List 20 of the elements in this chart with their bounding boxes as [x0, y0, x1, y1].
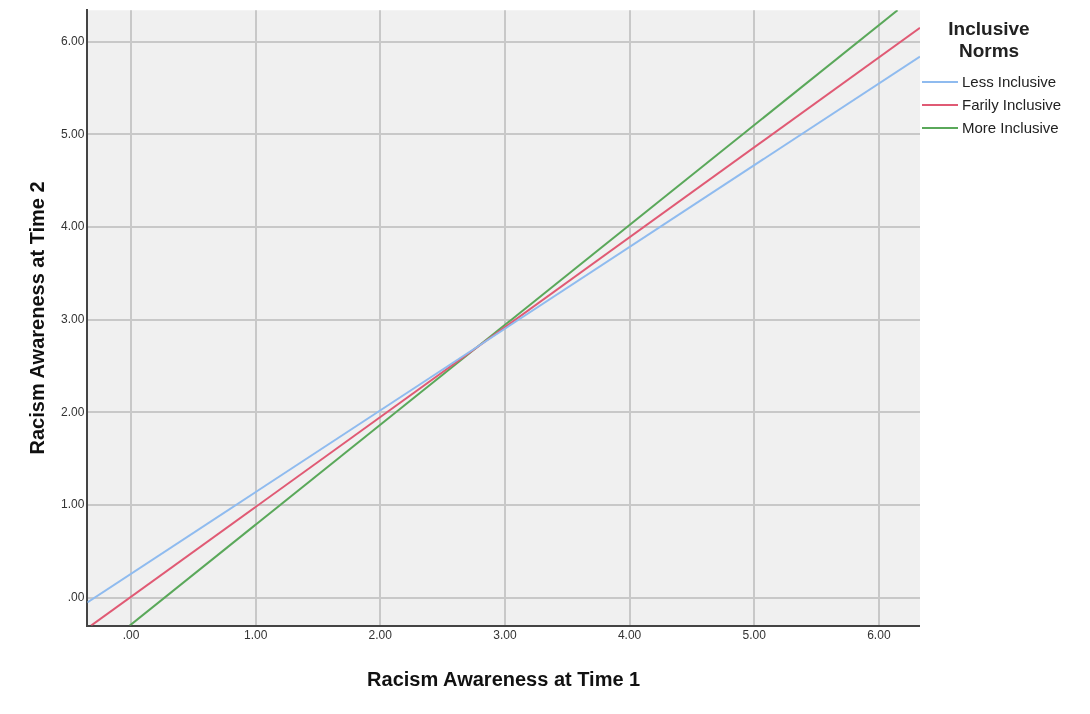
- x-axis-title: Racism Awareness at Time 1: [367, 667, 641, 690]
- legend-title: Inclusive Norms: [947, 18, 1031, 62]
- x-tick-label: 1.00: [243, 628, 268, 643]
- x-tick-label: .00: [122, 628, 140, 643]
- y-tick-label: 1.00: [61, 497, 85, 512]
- x-tick-label: 5.00: [742, 628, 767, 643]
- x-tick-label: 2.00: [368, 628, 393, 643]
- y-tick-label: 2.00: [61, 404, 85, 419]
- legend-label: Less Inclusive: [962, 73, 1057, 90]
- y-tick-label: 4.00: [61, 219, 85, 234]
- y-axis-title: Racism Awareness at Time 2: [25, 181, 48, 455]
- y-tick-label: 6.00: [61, 34, 85, 49]
- y-tick-label: 3.00: [61, 312, 85, 327]
- y-tick-label: .00: [67, 590, 85, 605]
- legend-label: Farily Inclusive: [962, 96, 1062, 113]
- x-tick-label: 6.00: [867, 628, 891, 643]
- x-tick-label: 3.00: [493, 628, 517, 643]
- x-tick-label: 4.00: [617, 628, 642, 643]
- legend-label: More Inclusive: [962, 119, 1059, 136]
- y-tick-label: 5.00: [61, 126, 85, 141]
